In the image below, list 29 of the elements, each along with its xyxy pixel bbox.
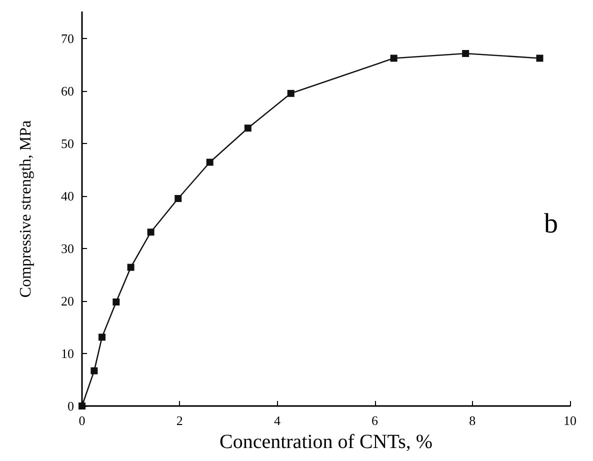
point — [112, 298, 120, 306]
x-tick-label: 0 — [78, 413, 86, 428]
annotation: b — [544, 208, 558, 240]
point — [536, 54, 544, 62]
y-tick-label: 60 — [61, 83, 74, 98]
point — [127, 264, 134, 271]
point — [287, 90, 294, 97]
x-tick-label: 2 — [176, 413, 183, 428]
point — [147, 228, 154, 236]
x-axis-title: Concentration of CNTs, % — [219, 431, 433, 453]
point — [462, 50, 470, 57]
x-tick-label: 6 — [372, 413, 379, 428]
point — [390, 54, 398, 62]
x-tick-label: 8 — [469, 413, 476, 428]
y-tick-label: 20 — [61, 293, 74, 308]
y-tick-label: 50 — [61, 136, 74, 151]
y-tick-label: 0 — [68, 398, 74, 414]
point — [90, 367, 98, 374]
point — [206, 158, 214, 166]
y-tick-label: 30 — [61, 240, 74, 256]
x-tick-label: 10 — [564, 413, 576, 428]
point — [174, 194, 182, 202]
point — [98, 334, 106, 341]
y-tick-label: 10 — [61, 346, 74, 361]
x-tick-label: 4 — [274, 413, 281, 428]
y-tick-label: 70 — [61, 30, 74, 46]
y-tick-label: 40 — [61, 188, 74, 204]
y-axis-title: Compressive strength, MPa — [18, 120, 34, 298]
point — [244, 124, 252, 132]
